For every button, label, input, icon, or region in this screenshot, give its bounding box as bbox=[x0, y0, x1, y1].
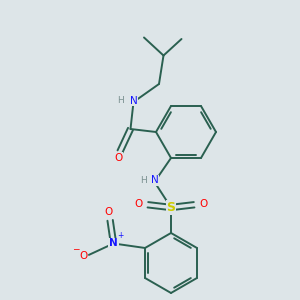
Text: H: H bbox=[140, 176, 146, 185]
Text: O: O bbox=[104, 207, 112, 217]
Text: O: O bbox=[80, 251, 88, 261]
Text: S: S bbox=[167, 201, 176, 214]
Text: O: O bbox=[199, 200, 207, 209]
Text: −: − bbox=[72, 244, 79, 253]
Text: O: O bbox=[114, 152, 123, 163]
Text: H: H bbox=[118, 96, 124, 105]
Text: N: N bbox=[130, 95, 137, 106]
Text: +: + bbox=[117, 232, 123, 241]
Text: N: N bbox=[109, 238, 118, 248]
Text: O: O bbox=[135, 200, 143, 209]
Text: N: N bbox=[151, 176, 158, 185]
